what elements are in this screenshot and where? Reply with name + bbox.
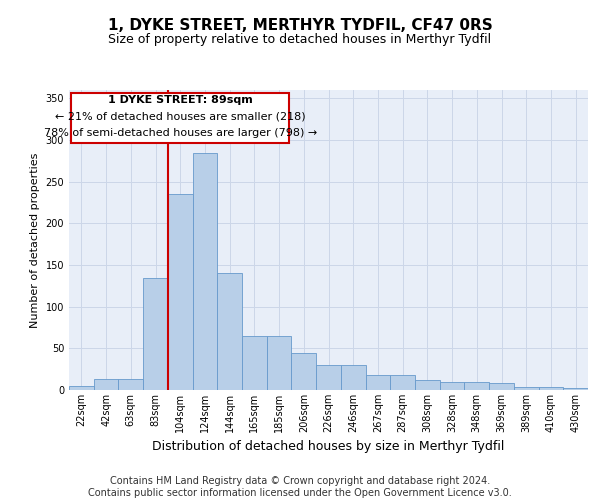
Text: ← 21% of detached houses are smaller (218): ← 21% of detached houses are smaller (21…	[55, 112, 305, 122]
Bar	[539, 386, 563, 390]
Bar	[217, 274, 242, 390]
Bar	[440, 382, 464, 390]
Bar	[390, 375, 415, 390]
Bar	[415, 380, 440, 390]
Y-axis label: Number of detached properties: Number of detached properties	[30, 152, 40, 328]
Bar	[292, 352, 316, 390]
Bar	[267, 336, 292, 390]
Bar	[94, 379, 118, 390]
Text: 1 DYKE STREET: 89sqm: 1 DYKE STREET: 89sqm	[108, 95, 253, 105]
Bar	[514, 386, 539, 390]
Bar	[365, 375, 390, 390]
Bar	[143, 278, 168, 390]
Bar	[316, 365, 341, 390]
FancyBboxPatch shape	[71, 94, 289, 142]
Bar	[242, 336, 267, 390]
Bar	[118, 379, 143, 390]
Bar	[69, 386, 94, 390]
Bar	[489, 384, 514, 390]
Bar	[464, 382, 489, 390]
Bar	[341, 365, 365, 390]
Bar	[168, 194, 193, 390]
Text: 78% of semi-detached houses are larger (798) →: 78% of semi-detached houses are larger (…	[44, 128, 317, 138]
Bar	[563, 388, 588, 390]
Text: 1, DYKE STREET, MERTHYR TYDFIL, CF47 0RS: 1, DYKE STREET, MERTHYR TYDFIL, CF47 0RS	[107, 18, 493, 32]
X-axis label: Distribution of detached houses by size in Merthyr Tydfil: Distribution of detached houses by size …	[152, 440, 505, 454]
Bar	[193, 152, 217, 390]
Text: Size of property relative to detached houses in Merthyr Tydfil: Size of property relative to detached ho…	[109, 32, 491, 46]
Text: Contains HM Land Registry data © Crown copyright and database right 2024.
Contai: Contains HM Land Registry data © Crown c…	[88, 476, 512, 498]
